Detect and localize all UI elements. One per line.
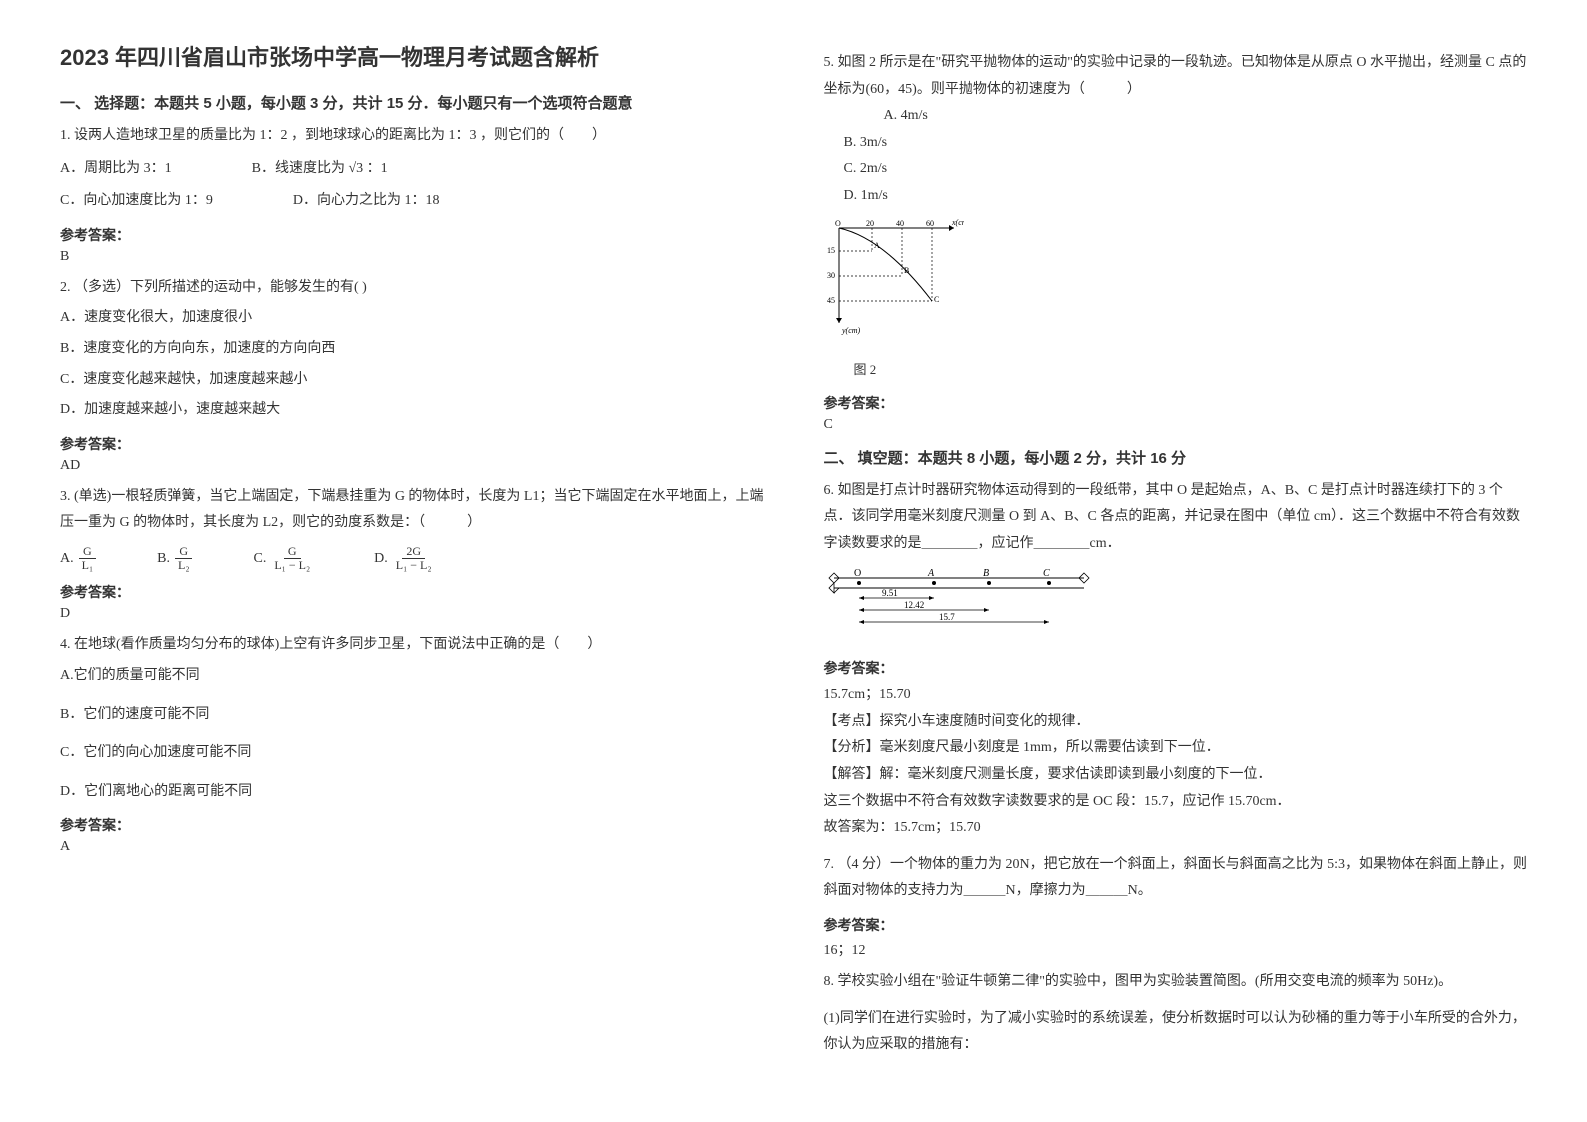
- option-a: A．速度变化很大，加速度很小: [60, 305, 764, 332]
- option-a: A．周期比为 3：1: [60, 156, 172, 183]
- question-1: 1. 设两人造地球卫星的质量比为 1：2 ，到地球球心的距离比为 1：3 ，则它…: [60, 123, 764, 215]
- option-c: C．它们的向心加速度可能不同: [60, 740, 764, 767]
- svg-text:C: C: [934, 295, 939, 304]
- answer-label: 参考答案：: [60, 582, 764, 602]
- question-text: 3. (单选)一根轻质弹簧，当它上端固定，下端悬挂重为 G 的物体时，长度为 L…: [60, 484, 764, 537]
- svg-text:O: O: [835, 219, 841, 228]
- svg-text:45: 45: [827, 296, 835, 305]
- chart-svg-icon: O 20 40 60 x(cm) 15 30 45 y(cm) A B C: [824, 218, 964, 348]
- answer-label: 参考答案：: [824, 658, 1528, 678]
- option-b: B．它们的速度可能不同: [60, 702, 764, 729]
- answer: A: [60, 839, 764, 855]
- final-answer: 故答案为：15.7cm；15.70: [824, 815, 1528, 842]
- fraction-icon: G L₂: [174, 545, 194, 572]
- answer-label: 参考答案：: [824, 393, 1528, 413]
- ruler-diagram: O A B C 9.51 12.42 15.7: [824, 568, 1528, 649]
- svg-text:20: 20: [866, 219, 874, 228]
- sub-question: (1)同学们在进行实验时，为了减小实验时的系统误差，使分析数据时可以认为砂桶的重…: [824, 1006, 1528, 1059]
- option-row: C．向心加速度比为 1：9 D．向心力之比为 1：18: [60, 188, 764, 215]
- option-b: B. 3m/s: [844, 130, 1528, 157]
- svg-text:12.42: 12.42: [904, 600, 924, 610]
- svg-text:O: O: [854, 568, 861, 579]
- formula-options: A. G L₁ B. G L₂ C. G L₁ − L₂: [60, 545, 764, 572]
- fraction-icon: G L₁: [78, 545, 98, 572]
- option-d: D. 2G L₁ − L₂: [374, 545, 435, 572]
- option-d: D．加速度越来越小，速度越来越大: [60, 397, 764, 424]
- page-title: 2023 年四川省眉山市张场中学高一物理月考试题含解析: [60, 40, 764, 72]
- answer: AD: [60, 458, 764, 474]
- left-column: 2023 年四川省眉山市张场中学高一物理月考试题含解析 一、 选择题：本题共 5…: [60, 40, 764, 1082]
- option-c: C. 2m/s: [844, 156, 1528, 183]
- answer-label: 参考答案：: [824, 915, 1528, 935]
- analysis-text: 【分析】毫米刻度尺最小刻度是 1mm，所以需要估读到下一位．: [824, 735, 1528, 762]
- trajectory-chart: O 20 40 60 x(cm) 15 30 45 y(cm) A B C: [824, 218, 1528, 383]
- answer-text: 15.7cm；15.70: [824, 682, 1528, 709]
- fraction-icon: 2G L₁ − L₂: [392, 545, 436, 572]
- solve-text: 【解答】解：毫米刻度尺测量长度，要求估读即读到最小刻度的下一位．: [824, 762, 1528, 789]
- chart-caption: 图 2: [854, 358, 1528, 383]
- svg-text:9.51: 9.51: [882, 588, 898, 598]
- svg-text:B: B: [904, 266, 909, 275]
- answer: B: [60, 249, 764, 265]
- question-2: 2. （多选）下列所描述的运动中，能够发生的有( ) A．速度变化很大，加速度很…: [60, 275, 764, 424]
- option-a: A. G L₁: [60, 545, 97, 572]
- question-text: 1. 设两人造地球卫星的质量比为 1：2 ，到地球球心的距离比为 1：3 ，则它…: [60, 123, 764, 150]
- section-heading: 二、 填空题：本题共 8 小题，每小题 2 分，共计 16 分: [824, 447, 1528, 468]
- question-4: 4. 在地球(看作质量均匀分布的球体)上空有许多同步卫星，下面说法中正确的是（ …: [60, 632, 764, 805]
- svg-text:y(cm): y(cm): [841, 326, 861, 335]
- section-heading: 一、 选择题：本题共 5 小题，每小题 3 分，共计 15 分．每小题只有一个选…: [60, 92, 764, 113]
- option-d: D．向心力之比为 1：18: [293, 188, 440, 215]
- question-6: 6. 如图是打点计时器研究物体运动得到的一段纸带，其中 O 是起始点，A、B、C…: [824, 478, 1528, 648]
- options-block: A. 4m/s B. 3m/s C. 2m/s D. 1m/s: [844, 103, 1528, 209]
- svg-text:40: 40: [896, 219, 904, 228]
- option-c: C．速度变化越来越快，加速度越来越小: [60, 367, 764, 394]
- answer: 16；12: [824, 939, 1528, 959]
- answer: C: [824, 417, 1528, 433]
- svg-text:B: B: [983, 568, 989, 579]
- question-5: 5. 如图 2 所示是在"研究平抛物体的运动"的实验中记录的一段轨迹。已知物体是…: [824, 50, 1528, 383]
- answer-label: 参考答案：: [60, 815, 764, 835]
- question-text: 7. （4 分）一个物体的重力为 20N，把它放在一个斜面上，斜面长与斜面高之比…: [824, 852, 1528, 905]
- question-text: 2. （多选）下列所描述的运动中，能够发生的有( ): [60, 275, 764, 302]
- question-7: 7. （4 分）一个物体的重力为 20N，把它放在一个斜面上，斜面长与斜面高之比…: [824, 852, 1528, 905]
- question-text: 4. 在地球(看作质量均匀分布的球体)上空有许多同步卫星，下面说法中正确的是（ …: [60, 632, 764, 659]
- answer-label: 参考答案：: [60, 225, 764, 245]
- ruler-svg-icon: O A B C 9.51 12.42 15.7: [824, 568, 1104, 638]
- svg-text:60: 60: [926, 219, 934, 228]
- svg-text:30: 30: [827, 271, 835, 280]
- answer: D: [60, 606, 764, 622]
- solution-block: 15.7cm；15.70 【考点】探究小车速度随时间变化的规律． 【分析】毫米刻…: [824, 682, 1528, 842]
- option-b: B. G L₂: [157, 545, 193, 572]
- option-c: C. G L₁ − L₂: [254, 545, 315, 572]
- svg-text:A: A: [874, 241, 880, 250]
- svg-text:x(cm): x(cm): [951, 218, 964, 227]
- answer-label: 参考答案：: [60, 434, 764, 454]
- svg-text:C: C: [1043, 568, 1050, 579]
- svg-text:15.7: 15.7: [939, 612, 955, 622]
- question-text: 6. 如图是打点计时器研究物体运动得到的一段纸带，其中 O 是起始点，A、B、C…: [824, 478, 1528, 558]
- question-3: 3. (单选)一根轻质弹簧，当它上端固定，下端悬挂重为 G 的物体时，长度为 L…: [60, 484, 764, 573]
- option-b: B．速度变化的方向向东，加速度的方向向西: [60, 336, 764, 363]
- fraction-icon: G L₁ − L₂: [270, 545, 314, 572]
- topic-text: 【考点】探究小车速度随时间变化的规律．: [824, 709, 1528, 736]
- svg-text:15: 15: [827, 246, 835, 255]
- option-a: A. 4m/s: [884, 103, 1528, 130]
- option-c: C．向心加速度比为 1：9: [60, 188, 213, 215]
- svg-text:A: A: [927, 568, 935, 579]
- option-b: B．线速度比为 √3 ：1: [252, 156, 388, 183]
- option-a: A.它们的质量可能不同: [60, 663, 764, 690]
- solve-text: 这三个数据中不符合有效数字读数要求的是 OC 段：15.7，应记作 15.70c…: [824, 789, 1528, 816]
- question-text: 5. 如图 2 所示是在"研究平抛物体的运动"的实验中记录的一段轨迹。已知物体是…: [824, 50, 1528, 103]
- question-8: 8. 学校实验小组在"验证牛顿第二律"的实验中，图甲为实验装置简图。(所用交变电…: [824, 969, 1528, 1059]
- option-d: D. 1m/s: [844, 183, 1528, 210]
- right-column: 5. 如图 2 所示是在"研究平抛物体的运动"的实验中记录的一段轨迹。已知物体是…: [824, 40, 1528, 1082]
- option-row: A．周期比为 3：1 B．线速度比为 √3 ：1: [60, 156, 764, 183]
- question-text: 8. 学校实验小组在"验证牛顿第二律"的实验中，图甲为实验装置简图。(所用交变电…: [824, 969, 1528, 996]
- option-d: D．它们离地心的距离可能不同: [60, 779, 764, 806]
